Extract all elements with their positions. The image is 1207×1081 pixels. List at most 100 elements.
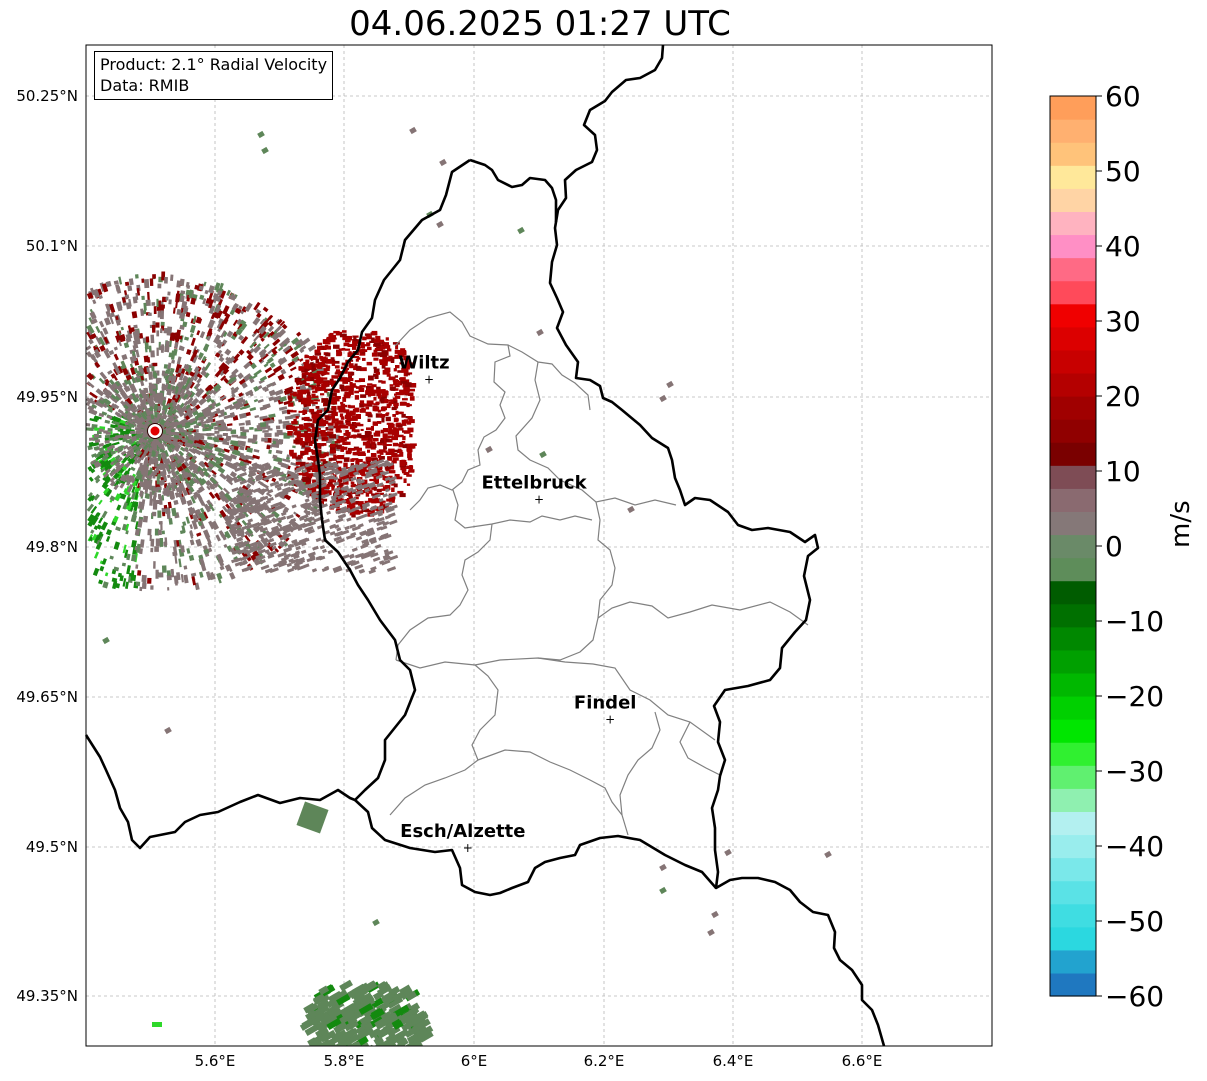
radar-echo bbox=[281, 337, 291, 346]
radar-echo bbox=[341, 407, 345, 412]
radar-echo bbox=[343, 462, 348, 468]
radar-echo bbox=[139, 539, 145, 548]
radar-echo bbox=[245, 483, 252, 489]
radar-echo bbox=[135, 349, 140, 358]
radar-echo bbox=[157, 473, 161, 479]
radar-echo bbox=[400, 1046, 416, 1059]
radar-echo bbox=[241, 456, 247, 461]
radar-echo bbox=[384, 399, 389, 404]
radar-echo bbox=[259, 352, 267, 359]
radar-echo bbox=[229, 471, 237, 478]
radar-echo bbox=[242, 429, 249, 433]
radar-echo bbox=[231, 393, 236, 398]
radar-echo bbox=[237, 323, 243, 331]
radar-echo bbox=[363, 403, 368, 407]
radar-echo bbox=[258, 358, 263, 363]
colorbar-tick-label: 20 bbox=[1105, 380, 1141, 413]
radar-echo bbox=[210, 520, 220, 531]
radar-echo bbox=[274, 548, 280, 553]
radar-echo bbox=[294, 378, 302, 383]
radar-echo bbox=[192, 494, 197, 500]
radar-echo bbox=[208, 305, 216, 315]
radar-echo bbox=[333, 344, 340, 349]
radar-echo bbox=[238, 392, 244, 397]
radar-echo bbox=[140, 308, 144, 316]
radar-echo bbox=[354, 390, 359, 394]
radar-echo bbox=[253, 385, 259, 392]
radar-echo bbox=[296, 331, 302, 337]
radar-echo bbox=[126, 378, 132, 386]
radar-echo bbox=[157, 455, 162, 461]
colorbar-band bbox=[1050, 465, 1096, 489]
radar-echo bbox=[235, 326, 243, 335]
radar-echo bbox=[316, 371, 324, 375]
radar-echo bbox=[282, 420, 290, 424]
radar-echo bbox=[306, 389, 310, 392]
radar-echo bbox=[302, 399, 306, 402]
radar-echo bbox=[260, 353, 269, 361]
radar-echo bbox=[135, 564, 139, 569]
radar-echo bbox=[189, 381, 195, 389]
radar-echo bbox=[210, 572, 215, 579]
radar-echo bbox=[245, 454, 251, 458]
radar-echo bbox=[149, 388, 154, 394]
radar-echo bbox=[386, 412, 390, 415]
radar-echo bbox=[148, 457, 153, 466]
radar-echo bbox=[334, 418, 339, 422]
radar-echo bbox=[160, 304, 165, 309]
colorbar-band bbox=[1050, 534, 1096, 559]
radar-echo bbox=[189, 524, 194, 530]
radar-echo bbox=[147, 577, 152, 584]
radar-echo bbox=[114, 426, 121, 431]
city-label: Ettelbruck bbox=[481, 472, 587, 493]
radar-echo bbox=[117, 572, 122, 578]
radar-echo bbox=[389, 470, 395, 473]
radar-echo bbox=[169, 338, 173, 348]
radar-echo bbox=[194, 284, 200, 291]
radar-echo bbox=[200, 368, 207, 376]
colorbar-band bbox=[1050, 165, 1096, 189]
radar-echo bbox=[243, 361, 252, 370]
radar-echo bbox=[197, 477, 206, 486]
radar-echo bbox=[190, 397, 200, 407]
radar-echo bbox=[391, 487, 395, 492]
radar-echo bbox=[317, 347, 323, 350]
radar-echo bbox=[357, 452, 363, 456]
radar-echo bbox=[293, 343, 302, 351]
radar-echo bbox=[376, 488, 382, 493]
radar-echo bbox=[294, 427, 298, 431]
colorbar-unit-label: m/s bbox=[1166, 500, 1196, 548]
radar-echo bbox=[255, 308, 262, 315]
radar-echo bbox=[89, 353, 96, 360]
radar-echo bbox=[191, 349, 199, 358]
colorbar-band bbox=[1050, 880, 1096, 905]
radar-echo bbox=[271, 477, 277, 483]
radar-echo bbox=[140, 502, 145, 510]
radar-echo bbox=[394, 375, 398, 378]
colorbar-band bbox=[1050, 788, 1096, 812]
colorbar-band bbox=[1050, 557, 1096, 582]
radar-echo bbox=[144, 346, 148, 353]
radar-echo bbox=[195, 538, 203, 547]
radar-echo bbox=[152, 511, 157, 517]
radar-echo bbox=[290, 461, 299, 467]
radar-echo bbox=[384, 343, 390, 347]
radar-echo bbox=[381, 391, 388, 397]
radar-echo bbox=[287, 360, 296, 368]
radar-echo bbox=[332, 392, 337, 397]
radar-echo bbox=[167, 587, 170, 591]
radar-echo bbox=[373, 342, 381, 347]
radar-echo bbox=[295, 461, 302, 465]
radar-echo bbox=[356, 366, 362, 371]
radar-echo bbox=[155, 487, 159, 493]
radar-echo bbox=[359, 423, 364, 427]
radar-echo bbox=[323, 357, 328, 362]
radar-echo bbox=[380, 400, 384, 404]
radar-echo bbox=[192, 370, 201, 379]
radar-echo bbox=[259, 422, 267, 428]
radar-echo bbox=[350, 481, 355, 485]
radar-echo bbox=[385, 337, 389, 341]
radar-echo bbox=[102, 327, 109, 335]
radar-echo bbox=[401, 441, 406, 444]
radar-echo bbox=[121, 353, 128, 361]
